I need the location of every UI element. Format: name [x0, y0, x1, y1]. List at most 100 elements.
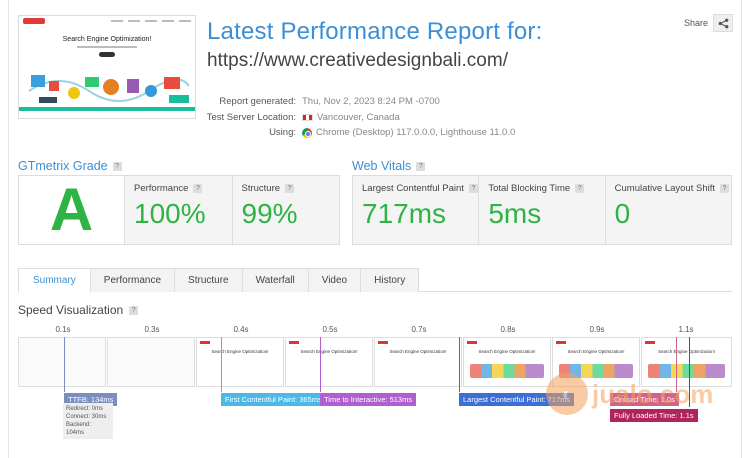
timeline-tick: 0.3s — [144, 325, 160, 334]
filmstrip-frame[interactable] — [18, 337, 106, 387]
web-vitals-panel: Largest Contentful Paint ? 717ms Total B… — [352, 175, 732, 245]
tbt-label-row: Total Blocking Time ? — [488, 183, 604, 194]
fully-loaded-marker-line — [689, 337, 690, 407]
cls-label-row: Cumulative Layout Shift ? — [615, 183, 731, 194]
fully-loaded-marker[interactable]: Fully Loaded Time: 1.1s — [610, 409, 698, 422]
watermark-icon: ◐ — [546, 373, 588, 415]
lcp-marker[interactable]: Largest Contentful Paint: 717ms — [459, 393, 575, 406]
share-icon — [718, 18, 728, 28]
thumbnail-subtitle-line — [77, 46, 137, 48]
ttfb-marker-line — [64, 337, 65, 392]
fcp-marker-line — [221, 337, 222, 392]
website-screenshot-thumbnail[interactable]: Search Engine Optimization! — [18, 15, 196, 119]
filmstrip: Search Engine Optimization! Search Engin… — [18, 337, 732, 389]
help-icon[interactable]: ? — [193, 184, 203, 193]
onload-marker-line — [676, 337, 677, 392]
share-control[interactable]: Share — [684, 14, 734, 32]
frame-caption: Search Engine Optimization! — [300, 349, 358, 354]
filmstrip-frame[interactable]: Search Engine Optimization! — [463, 337, 551, 387]
report-meta: Report generated: Thu, Nov 2, 2023 8:24 … — [200, 94, 516, 141]
help-icon[interactable]: ? — [112, 161, 122, 171]
page-left-edge — [8, 0, 9, 458]
grade-letter: A — [49, 176, 94, 243]
tab-waterfall[interactable]: Waterfall — [241, 268, 309, 292]
thumbnail-illustration — [19, 75, 195, 111]
fcp-marker[interactable]: First Contentful Paint: 365ms — [221, 393, 326, 406]
speed-visualization-heading: Speed Visualization ? — [18, 303, 139, 317]
web-vitals-title: Web Vitals — [352, 159, 412, 173]
thumbnail-nav-links — [51, 20, 191, 22]
tab-summary[interactable]: Summary — [18, 268, 91, 293]
canada-flag-icon — [302, 113, 313, 121]
report-title: Latest Performance Report for: — [207, 18, 543, 45]
thumbnail-logo — [23, 18, 45, 24]
frame-caption: Search Engine Optimization! — [567, 349, 625, 354]
timeline-tick: 0.5s — [322, 325, 338, 334]
meta-row-using: Using: Chrome (Desktop) 117.0.0.0, Light… — [200, 125, 515, 141]
frame-caption: Search Engine Optimization! — [657, 349, 716, 354]
lcp-label: Largest Contentful Paint — [362, 183, 464, 194]
cls-label: Cumulative Layout Shift — [614, 183, 715, 194]
web-vitals-heading: Web Vitals ? — [352, 159, 426, 173]
meta-value: Chrome (Desktop) 117.0.0.0, Lighthouse 1… — [316, 127, 516, 139]
grade-letter-cell: A — [19, 176, 125, 244]
onload-marker[interactable]: Onload Time: 1.0s — [610, 393, 679, 406]
ttfb-redirect: Redirect: 0ms — [66, 406, 104, 412]
timeline-ticks: 0.1s 0.3s 0.4s 0.5s 0.7s 0.8s 0.9s 1.1s — [0, 325, 750, 335]
gtmetrix-grade-heading: GTmetrix Grade ? — [18, 159, 122, 173]
filmstrip-frame[interactable]: Search Engine Optimization! — [374, 337, 462, 387]
structure-metric: Structure ? 99% — [232, 176, 340, 244]
report-url[interactable]: https://www.creativedesignbali.com/ — [207, 50, 508, 71]
frame-caption: Search Engine Optimization! — [389, 349, 447, 354]
meta-row-report-generated: Report generated: Thu, Nov 2, 2023 8:24 … — [200, 94, 515, 110]
meta-value: Thu, Nov 2, 2023 8:24 PM -0700 — [302, 96, 440, 108]
share-button[interactable] — [713, 14, 734, 32]
meta-row-server-location: Test Server Location: Vancouver, Canada — [200, 110, 515, 126]
watermark-text: jualo.com — [592, 378, 714, 409]
help-icon[interactable]: ? — [129, 305, 139, 315]
help-icon[interactable]: ? — [468, 184, 478, 193]
timeline-tick: 1.1s — [678, 325, 694, 334]
thumbnail-headline: Search Engine Optimization! — [62, 36, 152, 43]
filmstrip-frame[interactable] — [107, 337, 195, 387]
report-tabs: Summary Performance Structure Waterfall … — [18, 268, 732, 293]
performance-label-row: Performance ? — [134, 183, 232, 194]
lcp-label-row: Largest Contentful Paint ? — [362, 183, 478, 194]
filmstrip-frame[interactable]: Search Engine Optimization! — [196, 337, 284, 387]
meta-key: Using: — [269, 127, 296, 139]
timeline-tick: 0.8s — [500, 325, 516, 334]
help-icon[interactable]: ? — [720, 184, 729, 193]
frame-caption: Search Engine Optimization! — [478, 349, 536, 354]
performance-label: Performance — [134, 183, 189, 194]
timeline-tick: 0.9s — [589, 325, 605, 334]
tab-history[interactable]: History — [360, 268, 420, 292]
ttfb-marker[interactable]: TTFB: 134ms — [64, 393, 118, 406]
help-icon[interactable]: ? — [416, 161, 426, 171]
meta-value: Vancouver, Canada — [317, 111, 400, 123]
lcp-value: 717ms — [362, 198, 447, 229]
gtmetrix-grade-title: GTmetrix Grade — [18, 159, 108, 173]
filmstrip-frame[interactable]: Search Engine Optimization! — [641, 337, 732, 387]
structure-label-row: Structure ? — [242, 183, 340, 194]
thumbnail-cta-button — [99, 52, 115, 57]
share-label: Share — [684, 18, 709, 28]
tti-marker[interactable]: Time to Interactive: 513ms — [320, 393, 417, 406]
performance-metric: Performance ? 100% — [125, 176, 233, 244]
ttfb-connect: Connect: 30ms — [66, 414, 107, 421]
tab-video[interactable]: Video — [307, 268, 362, 292]
thumbnail-navbar — [19, 16, 195, 26]
timeline-tick: 0.1s — [55, 325, 71, 334]
cls-value: 0 — [614, 198, 631, 229]
tbt-value: 5ms — [488, 198, 542, 229]
tab-structure[interactable]: Structure — [174, 268, 243, 292]
filmstrip-frame[interactable]: Search Engine Optimization! — [285, 337, 373, 387]
performance-value: 100% — [134, 198, 206, 229]
structure-label: Structure — [241, 183, 281, 194]
meta-value-wrap: Chrome (Desktop) 117.0.0.0, Lighthouse 1… — [302, 127, 515, 138]
ttfb-details: Redirect: 0ms Connect: 30ms Backend: 104… — [63, 403, 113, 440]
help-icon[interactable]: ? — [285, 184, 295, 193]
ttfb-backend: Backend: 104ms — [66, 422, 92, 437]
page-right-edge — [741, 0, 742, 458]
tab-performance[interactable]: Performance — [89, 268, 176, 292]
help-icon[interactable]: ? — [575, 184, 585, 193]
